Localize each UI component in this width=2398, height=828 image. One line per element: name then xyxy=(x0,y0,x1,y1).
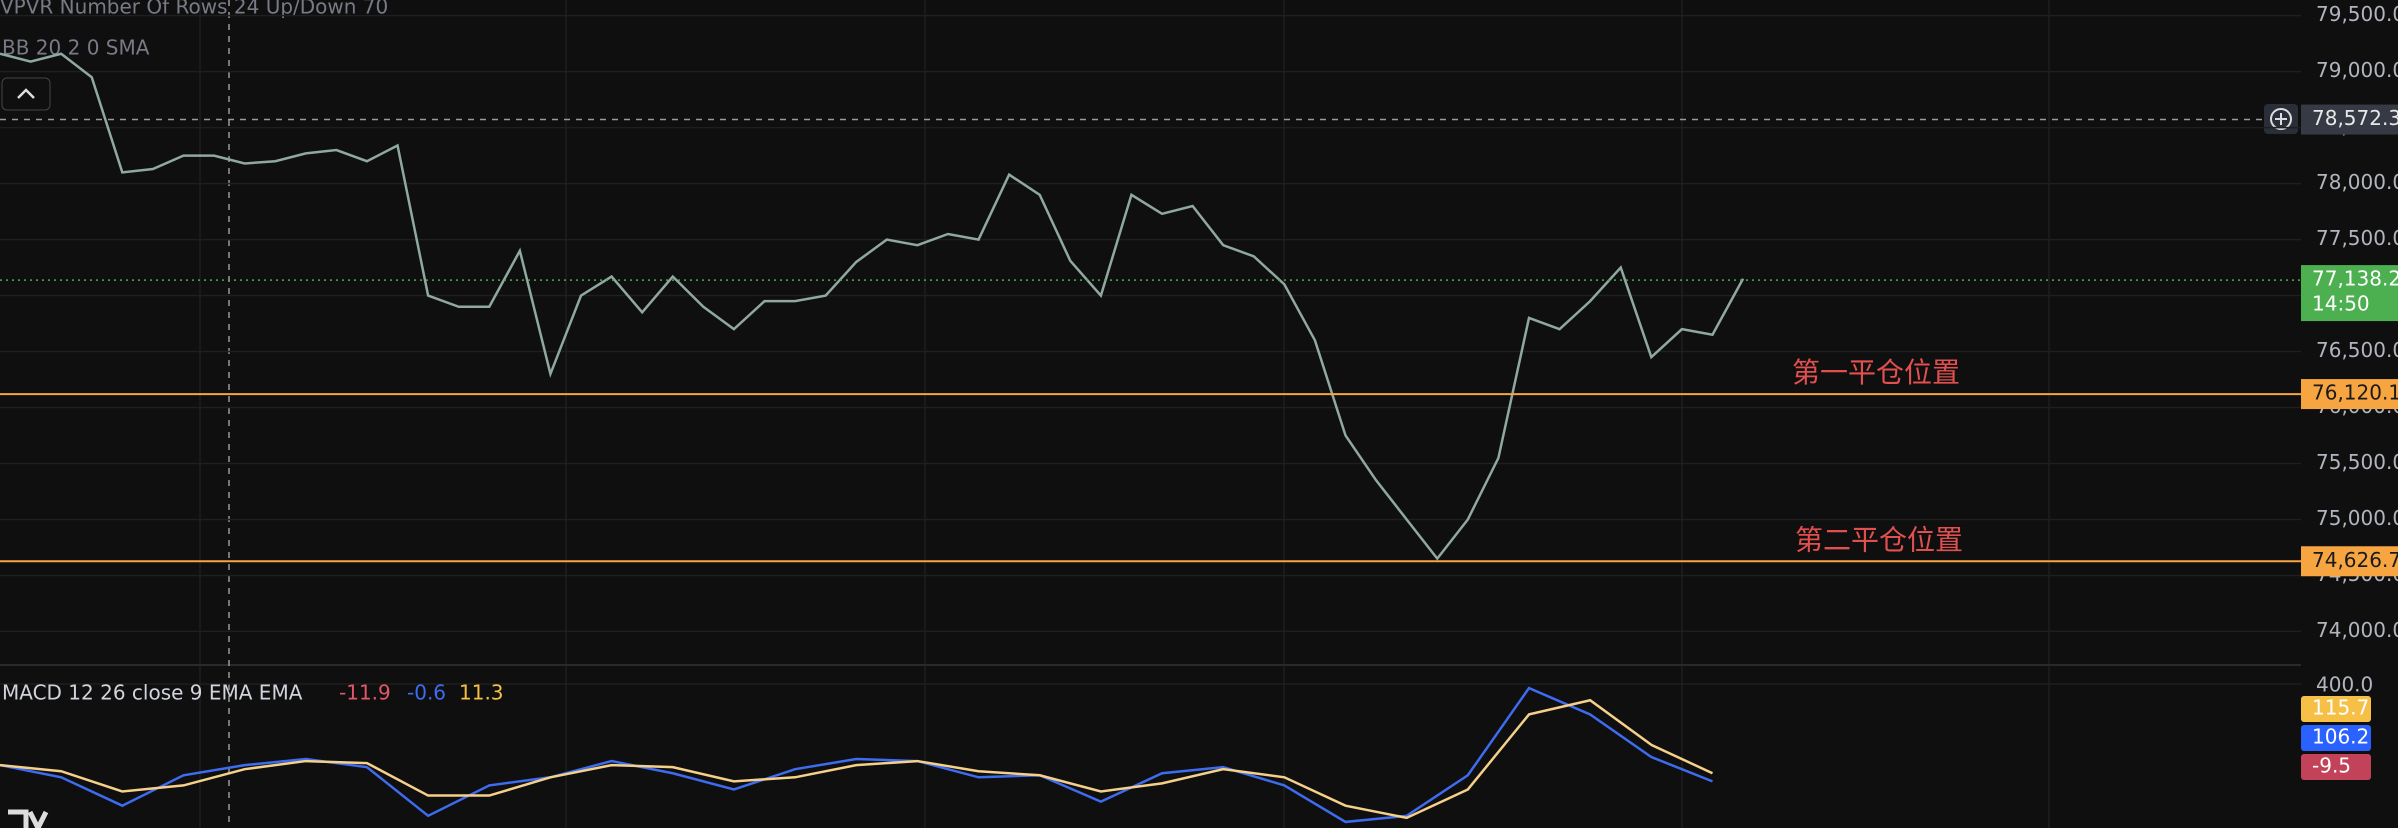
vertical-grid xyxy=(199,0,2050,828)
macd-badge: 106.2 xyxy=(2312,725,2369,749)
macd-badge: -9.5 xyxy=(2312,754,2351,778)
crosshair-label: 78,572.3 xyxy=(2312,106,2398,130)
crosshair-add-button[interactable] xyxy=(2264,104,2298,134)
level-note: 第二平仓位置 xyxy=(1795,523,1963,556)
y-tick-label: 75,500.0 xyxy=(2316,450,2398,474)
level-note: 第一平仓位置 xyxy=(1792,356,1960,389)
macd-badge-box xyxy=(2301,696,2371,722)
y-tick-label: 75,000.0 xyxy=(2316,506,2398,530)
level-label: 76,120.1 xyxy=(2312,381,2398,405)
macd-badge: 115.7 xyxy=(2312,696,2369,720)
level-label: 74,626.7 xyxy=(2312,548,2398,572)
collapse-icon[interactable] xyxy=(17,88,35,99)
add-icon-plus[interactable] xyxy=(2275,113,2287,125)
macd-value: -11.9 xyxy=(339,681,391,705)
y-tick-label: 79,000.0 xyxy=(2316,58,2398,82)
macd-value: -0.6 xyxy=(407,681,446,705)
countdown-label: 14:50 xyxy=(2312,292,2370,316)
vpvr-label: VPVR Number Of Rows 24 Up/Down 70 xyxy=(0,0,388,19)
y-tick-label: 77,500.0 xyxy=(2316,226,2398,250)
macd-value: 11.3 xyxy=(459,681,504,705)
tv-logo-mark xyxy=(8,809,49,828)
macd-line xyxy=(0,686,1713,824)
bb-label: BB 20 2 0 SMA xyxy=(2,36,150,60)
y-tick-label: 78,000.0 xyxy=(2316,170,2398,194)
crosshair-label-box xyxy=(2301,104,2398,135)
last-price-label: 77,138.2 xyxy=(2312,267,2398,291)
collapse-button-box[interactable] xyxy=(1,77,51,111)
add-icon[interactable] xyxy=(2270,108,2292,130)
y-tick-label: 74,000.0 xyxy=(2316,618,2398,642)
tv-logo xyxy=(8,809,49,828)
macd-badge-box xyxy=(2301,754,2371,780)
macd-label: MACD 12 26 close 9 EMA EMA xyxy=(2,681,303,705)
y-tick-label: 400.0 xyxy=(2316,673,2373,697)
level-label-box xyxy=(2301,379,2398,410)
level-label-box xyxy=(2301,546,2398,577)
macd-badge-box xyxy=(2301,725,2371,751)
last-price-box xyxy=(2301,265,2398,322)
y-tick-label: 76,500.0 xyxy=(2316,338,2398,362)
price-line xyxy=(0,52,1745,561)
collapse-button[interactable] xyxy=(1,77,51,111)
signal-line xyxy=(0,698,1714,820)
y-tick-label: 79,500.0 xyxy=(2316,2,2398,26)
